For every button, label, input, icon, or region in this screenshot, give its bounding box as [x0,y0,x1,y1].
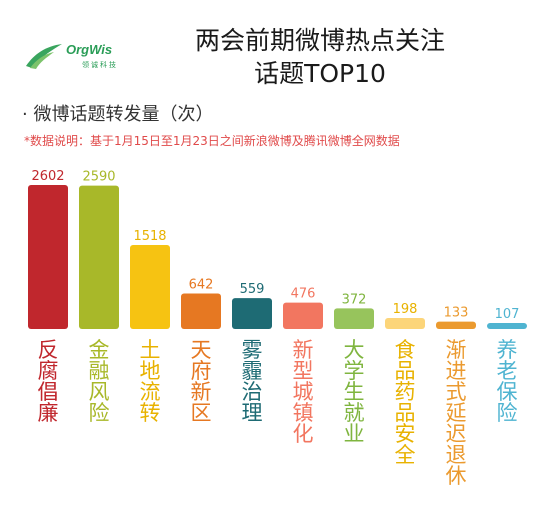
value-label-9: 133 [444,306,469,321]
value-label-4: 642 [189,277,214,292]
value-label-7: 372 [342,292,367,307]
bar-9 [436,321,476,329]
category-label-4: 天府新区 [191,338,212,425]
bar-10 [487,323,527,329]
bar-4 [181,293,221,329]
category-label-7: 大学生就业 [344,338,365,446]
category-label-5: 雾霾治理 [242,338,263,425]
category-label-1: 反腐倡廉 [38,338,59,425]
bar-3 [130,244,170,329]
bar-6 [283,302,323,329]
logo: OrgWis 领诚科技 [20,38,140,78]
value-label-8: 198 [393,302,418,317]
chart-title: 两会前期微博热点关注 话题TOP10 [165,24,475,90]
value-label-3: 1518 [133,229,166,244]
logo-subtitle: 领诚科技 [82,61,118,69]
bar-2 [79,185,119,329]
bar-7 [334,308,374,329]
bar-chart: 2602 反腐倡廉 2590 金融风险 1518 土地流转 642 天府新区 559 雾霾治理 47… [28,169,527,488]
value-label-10: 107 [495,307,520,322]
value-label-6: 476 [291,287,316,302]
logo-name: OrgWis [66,42,113,57]
bar-5 [232,298,272,329]
value-label-1: 2602 [31,169,64,184]
chart-subtitle: · 微博话题转发量（次） [22,104,214,125]
bar-8 [385,318,425,329]
bar-1 [28,185,68,329]
category-label-2: 金融风险 [89,338,110,425]
category-label-9: 渐进式延迟退休 [446,338,467,488]
title-line-2: 话题TOP10 [254,59,386,88]
category-label-10: 养老保险 [497,338,518,425]
logo-leaf-icon [26,44,62,69]
title-line-1: 两会前期微博热点关注 [194,26,445,55]
value-label-2: 2590 [82,170,115,185]
data-note: *数据说明：基于1月15日至1月23日之间新浪微博及腾讯微博全网数据 [24,134,400,148]
value-label-5: 559 [240,282,265,297]
category-label-6: 新型城镇化 [293,338,314,446]
category-label-8: 食品药品安全 [395,338,416,467]
category-label-3: 土地流转 [140,338,161,425]
